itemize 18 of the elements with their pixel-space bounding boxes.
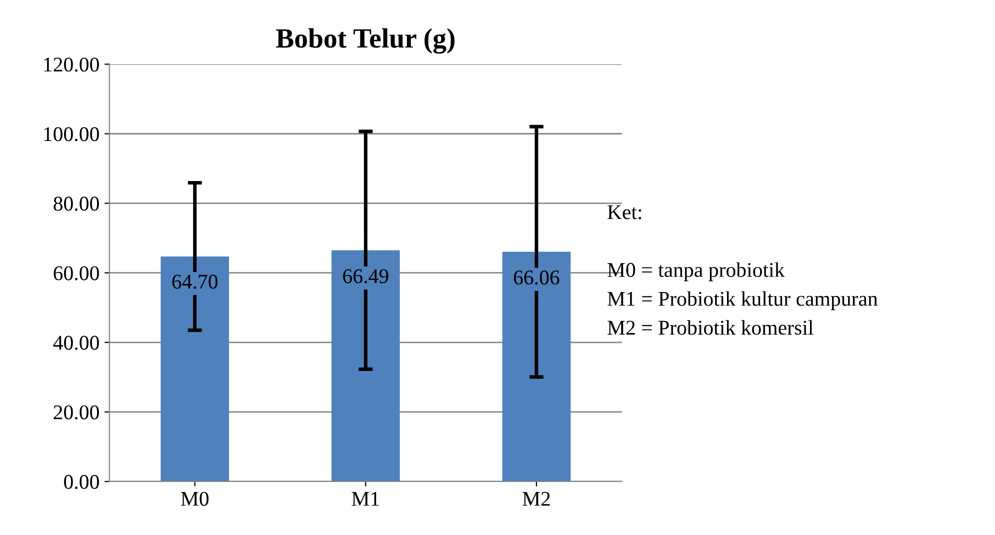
- data-label: 64.70: [172, 274, 218, 289]
- chart-title: Bobot Telur (g): [276, 28, 455, 54]
- data-label: 66.06: [514, 270, 560, 285]
- y-tick-label: 20.00: [54, 405, 99, 420]
- annotation: Ket:: [608, 205, 642, 220]
- x-tick-label: M0: [180, 492, 209, 506]
- y-tick-label: 60.00: [54, 266, 99, 280]
- x-tick-label: M1: [352, 492, 379, 506]
- y-tick-label: 120.00: [44, 58, 99, 72]
- y-tick-label: 0.00: [64, 474, 99, 490]
- y-tick-label: 40.00: [53, 336, 99, 350]
- x-tick-label: M2: [522, 492, 550, 506]
- data-label: 66.49: [343, 269, 388, 284]
- y-tick-label: 80.00: [54, 196, 99, 211]
- annotation: M1 = Probiotik kultur campuran: [608, 291, 878, 310]
- annotation: M2 = Probiotik komersil: [608, 320, 814, 335]
- annotation: M0 = tanpa probiotik: [608, 262, 785, 282]
- y-tick-label: 100.00: [44, 127, 99, 142]
